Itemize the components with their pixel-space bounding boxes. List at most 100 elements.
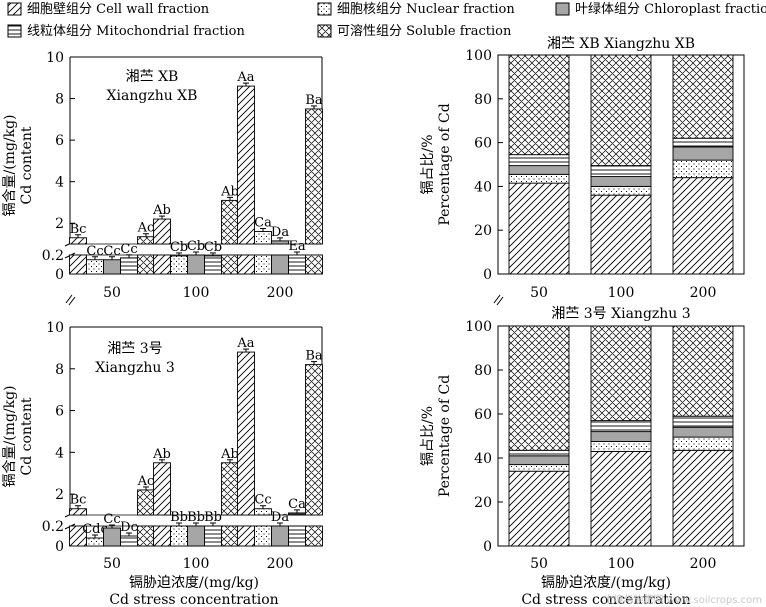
stack-segment bbox=[672, 325, 734, 417]
y-tick-label: 0.2 bbox=[42, 248, 64, 264]
legend-item-cell_wall: 细胞壁组分 Cell wall fraction bbox=[7, 2, 210, 17]
stack-segment bbox=[590, 176, 652, 187]
y-tick-label: 4 bbox=[55, 445, 64, 461]
x-tick-label: 100 bbox=[183, 285, 210, 301]
significance-label: Ac bbox=[137, 474, 155, 489]
bar-upper bbox=[221, 199, 239, 245]
y-tick-label: 0 bbox=[483, 267, 492, 283]
legend-swatch-cell_wall bbox=[7, 2, 22, 16]
bar-upper bbox=[153, 462, 171, 516]
stack-segment bbox=[508, 165, 570, 175]
x-axis-titles: 镉胁迫浓度/(mg/kg) Cd stress concentration 镉胁… bbox=[109, 575, 690, 607]
watermark: 土壤与施肥网 www.soilcrops.com bbox=[603, 595, 762, 606]
panel-bottom-right: 0 20 40 60 80 100 湘苎 3号 Xiangzhu 3 镉占比/% Percent… bbox=[420, 306, 745, 572]
stack-segment bbox=[508, 325, 570, 451]
bar-lower bbox=[221, 254, 239, 275]
x-tick-label: 50 bbox=[530, 285, 548, 301]
x-tick-label: 200 bbox=[690, 556, 717, 572]
panel-title: 湘苎 XB Xiangzhu XB bbox=[547, 36, 695, 52]
significance-label: Bb bbox=[170, 510, 188, 525]
bar-upper bbox=[137, 236, 155, 245]
panel-subtitle: Xiangzhu XB bbox=[107, 88, 198, 104]
y-tick-label: 60 bbox=[474, 136, 492, 152]
x-tick-label: 200 bbox=[267, 285, 294, 301]
x-tick-label: 100 bbox=[608, 556, 635, 572]
legend-label-mito: 线粒体组分 Mitochondrial fraction bbox=[27, 24, 246, 39]
y-tick-label: 4 bbox=[55, 175, 64, 191]
bar-upper bbox=[137, 489, 155, 516]
x-axis-title-right-en: Cd stress concentration bbox=[521, 592, 690, 607]
significance-label: Da bbox=[271, 225, 289, 240]
legend-swatch-soluble bbox=[317, 24, 332, 38]
bar-upper bbox=[254, 508, 272, 516]
bar-lower bbox=[288, 525, 306, 547]
stack-segment bbox=[672, 426, 734, 438]
bar-lower bbox=[305, 525, 323, 547]
stack-segment bbox=[590, 420, 652, 433]
bar-lower bbox=[170, 525, 188, 547]
y-tick-label: 20 bbox=[474, 223, 492, 239]
bar-upper bbox=[69, 237, 87, 245]
stack-segment bbox=[590, 450, 652, 547]
stack-segment bbox=[590, 431, 652, 442]
bar-lower bbox=[221, 525, 239, 547]
stack-segment bbox=[590, 325, 652, 422]
panel-title: 湘苎 3号 Xiangzhu 3 bbox=[551, 306, 690, 322]
significance-label: Aa bbox=[236, 70, 254, 85]
significance-label: Cc bbox=[254, 493, 271, 508]
legend-item-mito: 线粒体组分 Mitochondrial fraction bbox=[7, 24, 246, 39]
legend-item-soluble: 可溶性组分 Soluble fraction bbox=[317, 24, 512, 39]
bar-lower bbox=[237, 525, 255, 547]
bar-lower bbox=[69, 525, 87, 547]
significance-label: Cc bbox=[120, 242, 137, 257]
y-tick-label: 0 bbox=[55, 267, 64, 283]
bar-lower bbox=[204, 255, 222, 275]
y-tick-label: 20 bbox=[474, 495, 492, 511]
significance-label: Cdc bbox=[82, 522, 108, 537]
y-tick-label: 10 bbox=[46, 320, 64, 336]
stack-segment bbox=[672, 54, 734, 139]
x-axis-title-left-en: Cd stress concentration bbox=[109, 592, 278, 607]
stack-segment bbox=[508, 470, 570, 547]
x-tick-label: 50 bbox=[103, 285, 121, 301]
y-tick-label: 60 bbox=[474, 407, 492, 423]
stack-segment bbox=[672, 159, 734, 179]
stack-segment bbox=[590, 165, 652, 177]
panel-separator-marks bbox=[65, 294, 504, 306]
legend: 细胞壁组分 Cell wall fraction 细胞核组分 Nuclear fr… bbox=[7, 2, 766, 39]
bar-upper bbox=[237, 85, 255, 245]
significance-label: Cc bbox=[86, 244, 103, 259]
bar-lower bbox=[271, 254, 289, 275]
legend-label-cell_wall: 细胞壁组分 Cell wall fraction bbox=[27, 2, 210, 17]
x-tick-label: 50 bbox=[103, 556, 121, 572]
bar-lower bbox=[170, 255, 188, 275]
bar-lower bbox=[120, 535, 138, 547]
significance-label: Ab bbox=[220, 184, 239, 199]
axis-break-mark bbox=[65, 294, 76, 306]
bar-lower bbox=[137, 254, 155, 275]
stack-segment bbox=[672, 415, 734, 428]
significance-label: Ba bbox=[305, 93, 323, 108]
stack-segment bbox=[508, 449, 570, 457]
stack-segment bbox=[672, 137, 734, 148]
stack-segment bbox=[590, 54, 652, 167]
stack-segment bbox=[672, 449, 734, 547]
y-axis-title: 镉占比/% bbox=[420, 406, 436, 466]
y-tick-label: 80 bbox=[474, 363, 492, 379]
bar-lower bbox=[103, 259, 121, 275]
y-axis-title-en: Percentage of Cd bbox=[437, 375, 453, 497]
significance-label: Ca bbox=[254, 216, 272, 231]
panel-subtitle: Xiangzhu 3 bbox=[95, 360, 175, 376]
significance-label: Ea bbox=[288, 239, 305, 254]
significance-label: Da bbox=[271, 510, 289, 525]
bar-upper bbox=[305, 108, 323, 245]
stack-segment bbox=[672, 436, 734, 451]
bar-lower bbox=[187, 525, 205, 547]
legend-swatch-mito bbox=[7, 24, 22, 38]
y-tick-label: 0 bbox=[55, 539, 64, 555]
significance-label: Bc bbox=[70, 222, 87, 237]
legend-label-nuclear: 细胞核组分 Nuclear fraction bbox=[337, 2, 515, 17]
y-axis-title-en: Cd content bbox=[19, 397, 35, 475]
bar-upper bbox=[237, 351, 255, 516]
significance-label: Cb bbox=[204, 240, 222, 255]
